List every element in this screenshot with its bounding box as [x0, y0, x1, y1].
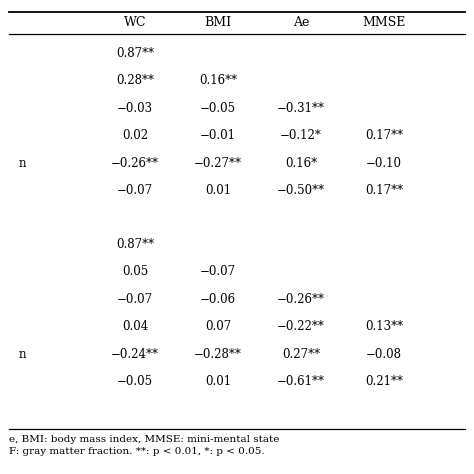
Text: 0.13**: 0.13**	[365, 320, 403, 333]
Text: 0.16*: 0.16*	[285, 156, 317, 170]
Text: −0.26**: −0.26**	[111, 156, 159, 170]
Text: 0.07: 0.07	[205, 320, 231, 333]
Text: −0.06: −0.06	[200, 292, 236, 306]
Text: BMI: BMI	[204, 16, 232, 29]
Text: −0.03: −0.03	[117, 101, 153, 115]
Text: 0.27**: 0.27**	[282, 347, 320, 361]
Text: −0.50**: −0.50**	[277, 184, 325, 197]
Text: 0.04: 0.04	[122, 320, 148, 333]
Text: 0.16**: 0.16**	[199, 74, 237, 87]
Text: −0.26**: −0.26**	[277, 292, 325, 306]
Text: −0.01: −0.01	[200, 129, 236, 142]
Text: Ae: Ae	[293, 16, 309, 29]
Text: −0.12*: −0.12*	[280, 129, 322, 142]
Text: −0.05: −0.05	[117, 375, 153, 388]
Text: MMSE: MMSE	[362, 16, 406, 29]
Text: −0.08: −0.08	[366, 347, 402, 361]
Text: 0.01: 0.01	[205, 375, 231, 388]
Text: −0.22**: −0.22**	[277, 320, 325, 333]
Text: 0.17**: 0.17**	[365, 184, 403, 197]
Text: n: n	[19, 156, 27, 170]
Text: 0.02: 0.02	[122, 129, 148, 142]
Text: 0.21**: 0.21**	[365, 375, 403, 388]
Text: F: gray matter fraction. **: p < 0.01, *: p < 0.05.: F: gray matter fraction. **: p < 0.01, *…	[9, 447, 265, 456]
Text: −0.05: −0.05	[200, 101, 236, 115]
Text: −0.24**: −0.24**	[111, 347, 159, 361]
Text: −0.07: −0.07	[117, 184, 153, 197]
Text: −0.07: −0.07	[117, 292, 153, 306]
Text: WC: WC	[124, 16, 146, 29]
Text: 0.05: 0.05	[122, 265, 148, 278]
Text: 0.28**: 0.28**	[116, 74, 154, 87]
Text: 0.87**: 0.87**	[116, 46, 154, 60]
Text: −0.61**: −0.61**	[277, 375, 325, 388]
Text: 0.01: 0.01	[205, 184, 231, 197]
Text: −0.28**: −0.28**	[194, 347, 242, 361]
Text: −0.27**: −0.27**	[194, 156, 242, 170]
Text: e, BMI: body mass index, MMSE: mini-mental state: e, BMI: body mass index, MMSE: mini-ment…	[9, 436, 280, 444]
Text: −0.31**: −0.31**	[277, 101, 325, 115]
Text: 0.17**: 0.17**	[365, 129, 403, 142]
Text: n: n	[19, 347, 27, 361]
Text: −0.10: −0.10	[366, 156, 402, 170]
Text: −0.07: −0.07	[200, 265, 236, 278]
Text: 0.87**: 0.87**	[116, 237, 154, 251]
